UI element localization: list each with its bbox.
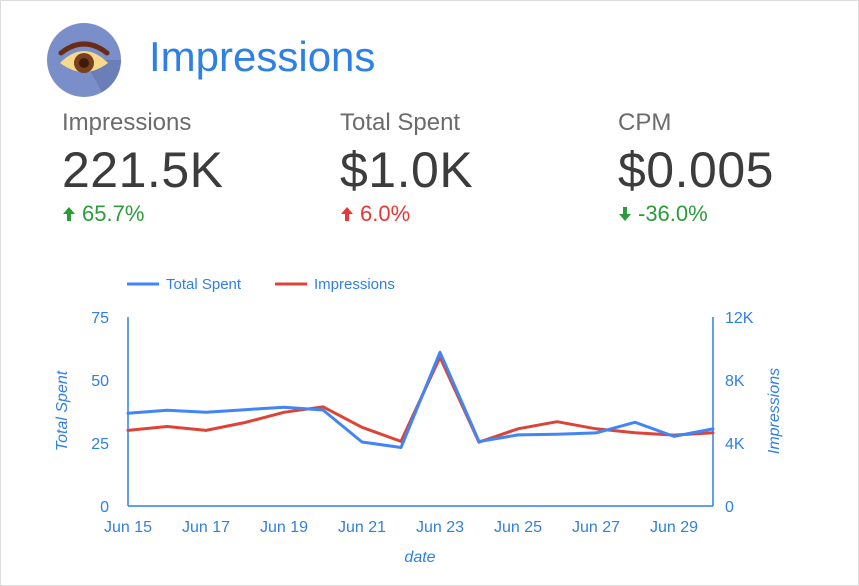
y-right-tick-label: 12K: [725, 310, 754, 327]
x-axis-title: date: [404, 549, 435, 566]
y-left-tick-label: 0: [100, 499, 109, 516]
y-left-tick-label: 50: [91, 373, 109, 390]
y-left-tick-labels: 0 25 50 75: [91, 310, 109, 516]
arrow-up-icon: [63, 207, 75, 221]
x-tick-label: Jun 19: [260, 519, 308, 536]
y-axis-right-title: Impressions: [766, 368, 783, 454]
x-tick-label: Jun 27: [572, 519, 620, 536]
y-right-tick-label: 8K: [725, 373, 745, 390]
x-tick-labels: Jun 15 Jun 17 Jun 19 Jun 21 Jun 23 Jun 25 Jun …: [104, 519, 698, 536]
metric-delta-value: -36.0%: [638, 201, 708, 226]
x-tick-label: Jun 17: [182, 519, 230, 536]
chart-legend: Total Spent Impressions: [127, 276, 395, 293]
metric-delta: -36.0%: [618, 201, 774, 227]
y-right-tick-label: 0: [725, 499, 734, 516]
metric-value: $0.005: [618, 142, 774, 198]
y-right-tick-labels: 0 4K 8K 12K: [725, 310, 754, 516]
x-tick-label: Jun 15: [104, 519, 152, 536]
metric-delta-value: 65.7%: [82, 201, 145, 226]
metric-delta-value: 6.0%: [360, 201, 411, 226]
metric-label: CPM: [618, 109, 672, 136]
metric-label: Impressions: [62, 109, 192, 136]
metric-label: Total Spent: [340, 109, 461, 136]
metric-total-spent: Total Spent $1.0K 6.0%: [340, 109, 473, 227]
x-tick-label: Jun 25: [494, 519, 542, 536]
x-tick-label: Jun 29: [650, 519, 698, 536]
x-tick-label: Jun 23: [416, 519, 464, 536]
legend-label-total-spent[interactable]: Total Spent: [166, 276, 242, 293]
eye-icon: [47, 23, 121, 97]
line-chart: Total Spent Impressions 0 25 50 75 0 4K 8K 12K…: [54, 276, 783, 566]
metric-delta: 65.7%: [62, 201, 223, 227]
metric-value: 221.5K: [62, 142, 224, 198]
arrow-down-icon: [619, 207, 631, 221]
y-right-tick-label: 4K: [725, 436, 745, 453]
metric-delta: 6.0%: [340, 201, 473, 227]
metric-cpm: CPM $0.005 -36.0%: [618, 109, 774, 227]
page-title: Impressions: [149, 33, 376, 80]
metric-value: $1.0K: [340, 142, 474, 198]
legend-label-impressions[interactable]: Impressions: [314, 276, 395, 293]
chart-series: [126, 350, 715, 449]
series-line-total-spent[interactable]: [126, 350, 715, 449]
arrow-up-icon: [341, 207, 353, 221]
y-left-tick-label: 25: [91, 436, 109, 453]
metric-impressions: Impressions 221.5K 65.7%: [62, 109, 223, 227]
y-axis-left-title: Total Spent: [54, 370, 71, 451]
x-tick-label: Jun 21: [338, 519, 386, 536]
y-left-tick-label: 75: [91, 310, 109, 327]
